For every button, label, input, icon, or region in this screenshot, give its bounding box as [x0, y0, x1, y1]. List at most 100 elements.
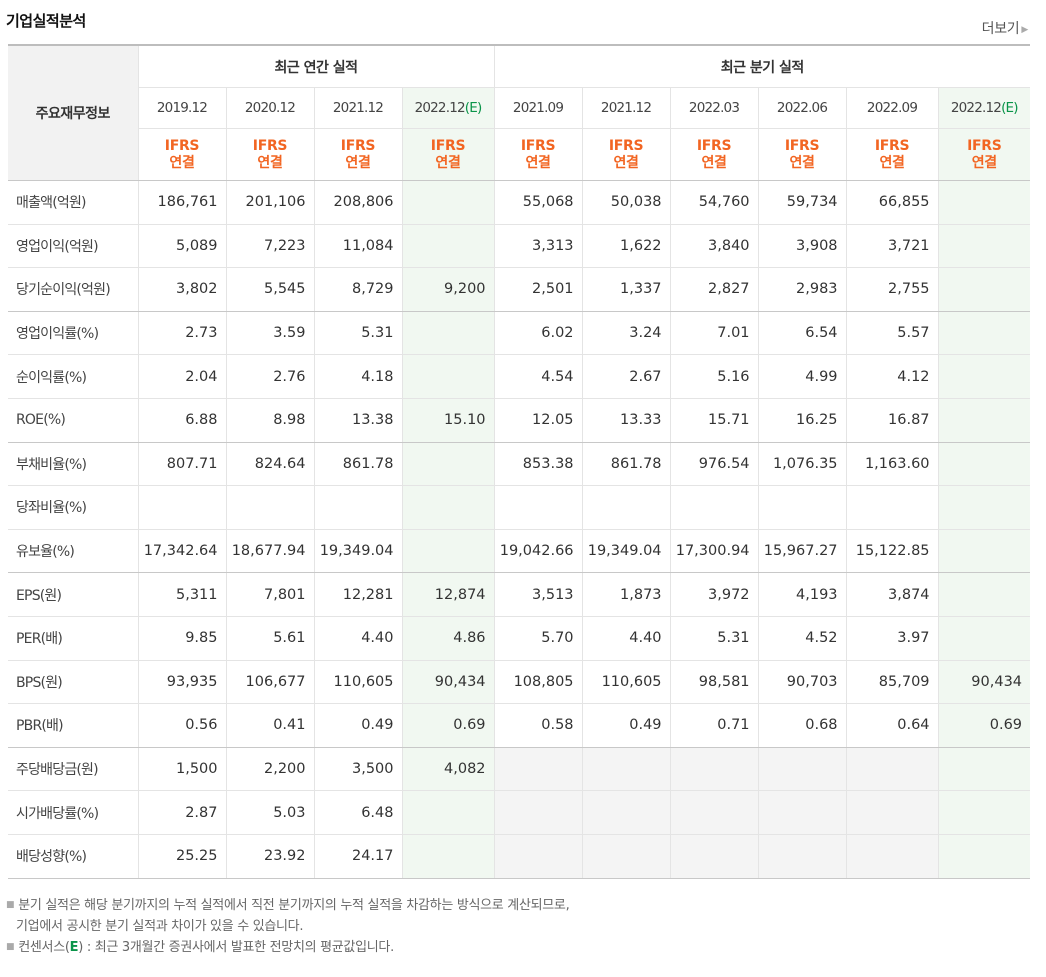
table-cell: 90,434 — [937, 659, 1031, 705]
table-cell — [401, 528, 495, 574]
footnote-2: ■ 컨센서스(E) : 최근 3개월간 증권사에서 발표한 전망치의 평균값입니다… — [6, 940, 394, 955]
table-cell — [493, 790, 583, 835]
table-cell: 50,038 — [581, 180, 671, 225]
table-cell — [401, 833, 495, 879]
table-cell: 4.18 — [313, 354, 403, 399]
table-cell: 4.86 — [401, 615, 495, 661]
table-cell: 6.88 — [137, 397, 227, 443]
table-cell: 90,703 — [757, 659, 847, 705]
table-cell: 0.69 — [937, 703, 1031, 748]
table-cell: 2.73 — [137, 310, 227, 356]
table-cell: 1,337 — [581, 267, 671, 312]
table-cell: 5.31 — [313, 310, 403, 356]
table-cell: 7.01 — [669, 310, 759, 356]
table-cell: 1,076.35 — [757, 441, 847, 487]
row-label: BPS(원) — [8, 659, 139, 705]
table-cell: 3,500 — [313, 746, 403, 792]
table-cell: 16.25 — [757, 397, 847, 443]
table-cell: 2.87 — [137, 790, 227, 835]
table-cell: 19,349.04 — [313, 528, 403, 574]
table-cell: 8.98 — [225, 397, 315, 443]
period-header: 2019.12 — [138, 87, 227, 129]
table-cell: 1,500 — [137, 746, 227, 792]
table-cell: 110,605 — [581, 659, 671, 705]
footnote-1: ■ 분기 실적은 해당 분기까지의 누적 실적에서 직전 분기까지의 누적 실적을… — [6, 898, 570, 913]
table-cell: 12.05 — [493, 397, 583, 443]
table-cell: 1,163.60 — [845, 441, 939, 487]
corner-header: 주요재무정보 — [8, 44, 139, 181]
table-cell: 6.02 — [493, 310, 583, 356]
table-cell: 17,342.64 — [137, 528, 227, 574]
table-cell: 4.40 — [313, 615, 403, 661]
table-cell: 19,349.04 — [581, 528, 671, 574]
table-cell: 861.78 — [313, 441, 403, 487]
quarter-group-header: 최근 분기 실적 — [493, 44, 1031, 88]
table-cell: 59,734 — [757, 180, 847, 225]
table-cell — [937, 790, 1031, 835]
table-cell: 861.78 — [581, 441, 671, 487]
table-cell: 807.71 — [137, 441, 227, 487]
table-cell: 5.70 — [493, 615, 583, 661]
table-cell: 5,545 — [225, 267, 315, 312]
table-cell — [937, 833, 1031, 879]
row-label: 시가배당률(%) — [8, 790, 139, 835]
table-cell: 25.25 — [137, 833, 227, 879]
table-cell: 15,967.27 — [757, 528, 847, 574]
table-cell — [493, 485, 583, 530]
table-cell: 2.67 — [581, 354, 671, 399]
row-label: PER(배) — [8, 615, 139, 661]
table-cell: 3,874 — [845, 572, 939, 617]
table-row: BPS(원) 93,935 106,677 110,605 90,434 108,805 1… — [8, 659, 1031, 705]
table-cell: 2,501 — [493, 267, 583, 312]
table-cell: 4.99 — [757, 354, 847, 399]
table-cell: 5.61 — [225, 615, 315, 661]
table-row: 순이익률(%) 2.04 2.76 4.18 4.54 2.67 5.16 4.99 4.12 — [8, 354, 1031, 399]
table-cell: 0.41 — [225, 703, 315, 748]
table-cell — [937, 441, 1031, 487]
table-cell: 7,801 — [225, 572, 315, 617]
table-cell — [313, 485, 403, 530]
row-label: ROE(%) — [8, 397, 139, 443]
period-header: 2022.03 — [669, 87, 759, 129]
table-row: 영업이익(억원) 5,089 7,223 11,084 3,313 1,622 3,840 3… — [8, 223, 1031, 269]
basis-header: IFRS 연결 — [845, 128, 939, 181]
table-cell: 853.38 — [493, 441, 583, 487]
table-cell: 15.10 — [401, 397, 495, 443]
table-row: 영업이익률(%) 2.73 3.59 5.31 6.02 3.24 7.01 6.54 5.57 — [8, 310, 1031, 356]
table-cell: 6.54 — [757, 310, 847, 356]
row-label: 순이익률(%) — [8, 354, 139, 399]
bullet-icon: ■ — [6, 900, 15, 910]
table-cell: 2,983 — [757, 267, 847, 312]
table-cell: 0.58 — [493, 703, 583, 748]
table-cell — [937, 528, 1031, 574]
table-cell: 0.64 — [845, 703, 939, 748]
more-link[interactable]: 더보기 ▶ — [982, 18, 1029, 38]
table-cell: 0.68 — [757, 703, 847, 748]
table-cell — [581, 833, 671, 879]
row-label: 배당성향(%) — [8, 833, 139, 879]
table-cell: 4,082 — [401, 746, 495, 792]
table-cell: 4,193 — [757, 572, 847, 617]
table-cell — [937, 354, 1031, 399]
table-cell: 5,311 — [137, 572, 227, 617]
table-cell: 3,721 — [845, 223, 939, 269]
table-cell: 9.85 — [137, 615, 227, 661]
table-cell: 17,300.94 — [669, 528, 759, 574]
table-cell — [757, 790, 847, 835]
table-cell: 110,605 — [313, 659, 403, 705]
table-cell: 3.59 — [225, 310, 315, 356]
table-cell: 2,827 — [669, 267, 759, 312]
period-header: 2022.09 — [845, 87, 939, 129]
table-cell — [937, 310, 1031, 356]
table-cell: 3,908 — [757, 223, 847, 269]
table-cell: 8,729 — [313, 267, 403, 312]
period-header: 2022.06 — [757, 87, 847, 129]
table-cell: 0.49 — [581, 703, 671, 748]
table-cell — [401, 485, 495, 530]
table-cell: 2,200 — [225, 746, 315, 792]
table-cell: 824.64 — [225, 441, 315, 487]
table-row: 유보율(%) 17,342.64 18,677.94 19,349.04 19,042.… — [8, 528, 1031, 574]
table-row: 배당성향(%) 25.25 23.92 24.17 — [8, 833, 1031, 879]
section-title: 기업실적분석 — [6, 12, 86, 30]
table-cell: 11,084 — [313, 223, 403, 269]
